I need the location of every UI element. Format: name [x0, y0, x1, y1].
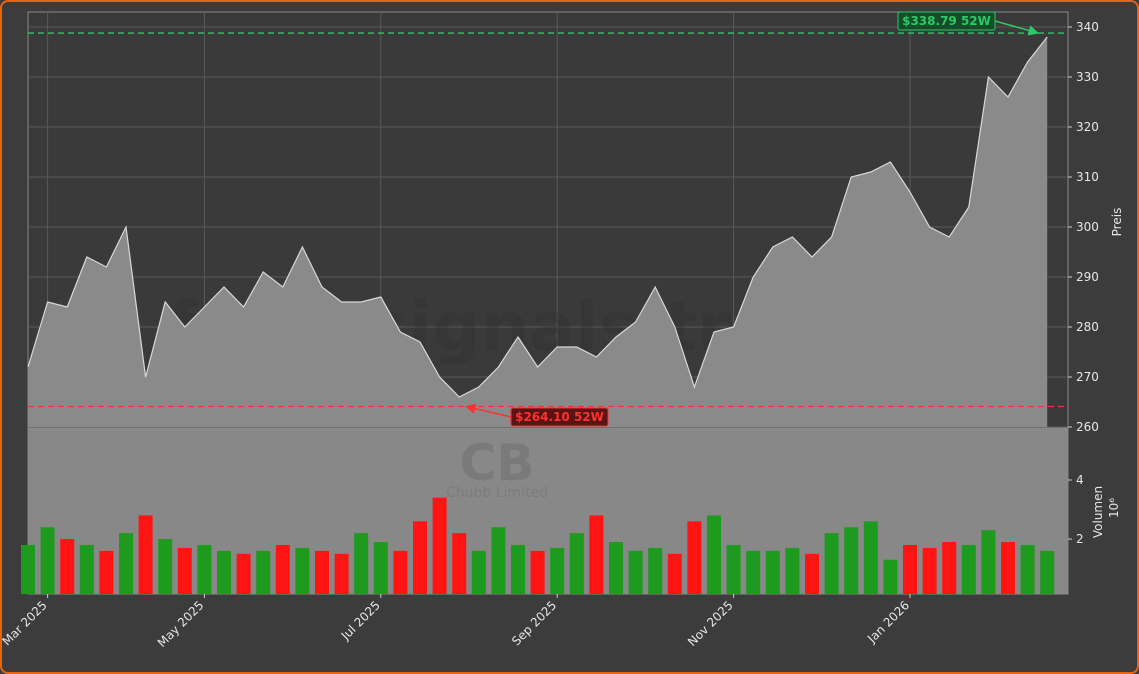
volume-bar: [589, 515, 604, 594]
volume-bar: [177, 547, 192, 594]
volume-bar: [903, 544, 917, 594]
volume-bar: [569, 533, 584, 594]
x-tick-label: Jul 2025: [338, 598, 383, 643]
volume-bar: [746, 550, 761, 594]
x-tick-label: Sep 2025: [509, 598, 559, 648]
volume-bar: [863, 521, 878, 594]
volume-bar: [667, 553, 682, 594]
volume-bar: [648, 547, 663, 594]
volume-bar: [726, 544, 741, 594]
x-tick-label: Nov 2025: [685, 598, 736, 649]
x-tick-label: Mar 2025: [0, 598, 50, 648]
volume-bar: [334, 553, 349, 594]
annotation-arrow: [994, 20, 1040, 36]
company-watermark: Chubb Limited: [446, 485, 548, 501]
volume-bar: [1001, 542, 1015, 594]
volume-bar: [197, 544, 212, 594]
volume-bar: [609, 542, 623, 594]
y-axis-label: Preis: [1110, 208, 1124, 237]
volume-bar: [275, 544, 290, 594]
volume-bar: [1020, 544, 1035, 594]
y-tick-label: 320: [1076, 120, 1099, 134]
volume-bar: [922, 547, 937, 594]
y-axis-label: Volumen: [1091, 486, 1105, 538]
volume-bar: [961, 544, 976, 594]
y-tick-label: 290: [1076, 270, 1099, 284]
x-tick-label: Jan 2026: [864, 598, 912, 646]
volume-bar: [550, 547, 565, 594]
y-tick-label: 270: [1076, 370, 1099, 384]
y-tick-label: 300: [1076, 220, 1099, 234]
volume-bar: [119, 533, 133, 594]
symbol-watermark: CB: [460, 434, 535, 492]
volume-bar: [393, 550, 408, 594]
volume-bar: [765, 550, 780, 594]
volume-bar: [295, 547, 310, 594]
volume-bar: [511, 544, 525, 594]
volume-bar: [373, 542, 388, 594]
y-tick-label: 340: [1076, 20, 1099, 34]
volume-bar: [530, 550, 545, 594]
volume-bar: [452, 533, 467, 594]
volume-bar: [1040, 550, 1055, 594]
volume-bar: [158, 539, 173, 594]
y-tick-label: 280: [1076, 320, 1099, 334]
price-line: [27, 36, 1048, 398]
volume-bar: [785, 547, 800, 594]
volume-bar: [315, 550, 329, 594]
price-area: [28, 37, 1048, 427]
annotation-label: $338.79 52W: [902, 14, 991, 28]
y-tick-label: 2: [1076, 532, 1084, 546]
offset-label: 10⁶: [1107, 498, 1121, 518]
volume-bar: [21, 544, 35, 594]
volume-bar: [883, 559, 898, 594]
volume-bar: [628, 550, 643, 594]
x-tick-label: May 2025: [155, 598, 207, 650]
volume-bar: [432, 497, 447, 594]
annotation-box: [897, 11, 996, 31]
y-tick-label: 310: [1076, 170, 1099, 184]
volume-bar: [413, 521, 427, 594]
volume-bar: [491, 527, 506, 594]
annotation-arrow: [464, 403, 512, 418]
volume-bar: [354, 533, 369, 594]
volume-bar: [138, 515, 153, 594]
volume-bar: [687, 521, 702, 594]
volume-bar: [844, 527, 859, 594]
volume-bar: [79, 544, 94, 594]
y-tick-label: 4: [1076, 473, 1084, 487]
volume-bar: [942, 542, 957, 594]
volume-bar: [60, 539, 75, 594]
y-tick-label: 330: [1076, 70, 1099, 84]
volume-bar: [99, 550, 114, 594]
volume-bar: [40, 527, 55, 594]
annotation-box: [510, 407, 609, 427]
annotation-label: $264.10 52W: [515, 410, 604, 424]
volume-bar: [805, 553, 819, 594]
volume-bar: [236, 553, 251, 594]
volume-bar: [707, 515, 721, 594]
volume-bar: [471, 550, 486, 594]
y-tick-label: 260: [1076, 420, 1099, 434]
volume-bar: [981, 530, 996, 594]
volume-bar: [256, 550, 271, 594]
volume-bar: [824, 533, 839, 594]
volume-bar: [217, 550, 231, 594]
